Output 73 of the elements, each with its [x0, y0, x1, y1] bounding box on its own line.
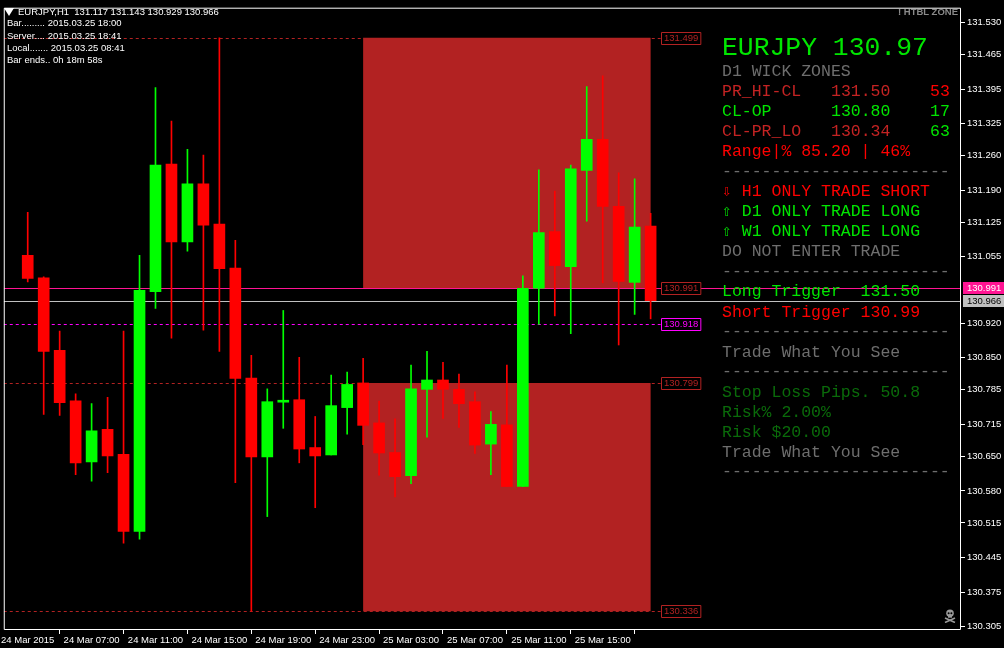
y-tick-label: 131.325: [967, 117, 1002, 129]
y-tick-label: 130.515: [967, 516, 1002, 528]
annotation: Risk% 2.00%: [722, 402, 831, 422]
annotation: Stop Loss Pips. 50.8: [722, 382, 921, 402]
y-tick-label: 130.375: [967, 585, 1002, 597]
x-tick-label: 24 Mar 23:00: [319, 634, 376, 646]
y-tick-label: 130.580: [967, 484, 1002, 496]
chart-title: EURJPY,H1 131.117 131.143 130.929 130.966: [18, 5, 219, 17]
annotation: 53: [930, 82, 950, 102]
annotation: D1 WICK ZONES: [722, 62, 851, 82]
annotation: 130.80: [831, 102, 891, 122]
y-tick-label: 131.395: [967, 82, 1002, 94]
annotation: ⇧ D1 ONLY TRADE LONG: [722, 202, 921, 222]
annotation: Trade What You See: [722, 342, 901, 362]
annotation: 130.991: [664, 282, 699, 294]
annotation: 130.34: [831, 122, 891, 142]
x-tick-label: 24 Mar 15:00: [191, 634, 248, 646]
ref-line-label: 130.991: [967, 282, 1002, 294]
x-tick-label: 24 Mar 11:00: [127, 634, 184, 646]
annotation: PR_HI-CL: [722, 82, 802, 102]
y-tick-label: 131.530: [967, 16, 1002, 28]
ref-line-label: 131.499: [664, 32, 699, 44]
y-tick-label: 131.055: [967, 250, 1002, 262]
candlestick: [277, 310, 290, 429]
y-tick-label: 130.305: [967, 620, 1002, 632]
y-tick-label: 131.190: [967, 183, 1002, 195]
ref-line-label: 130.799: [664, 377, 699, 389]
y-tick-label: 131.125: [967, 215, 1002, 227]
annotation: CL-OP: [722, 102, 772, 122]
y-tick-label: 130.850: [967, 351, 1002, 363]
annotation: -----------------------: [722, 462, 950, 482]
annotation: ⇩ H1 ONLY TRADE SHORT: [722, 182, 930, 202]
annotation: -----------------------: [722, 261, 950, 281]
y-tick-label: 130.920: [967, 316, 1002, 328]
annotation: Bar ends.. 0h 18m 58s: [7, 53, 103, 65]
x-tick-label: 24 Mar 2015: [1, 634, 55, 646]
x-tick-label: 25 Mar 15:00: [574, 634, 631, 646]
ref-line-label: 130.918: [664, 318, 699, 330]
ref-line-label: 130.966: [967, 295, 1002, 307]
annotation: Trade What You See: [722, 442, 901, 462]
y-tick-label: 130.785: [967, 383, 1002, 395]
annotation: 131.50: [831, 82, 891, 102]
ref-line-label: 130.336: [664, 605, 699, 617]
candlestick: [580, 86, 593, 222]
annotation: -----------------------: [722, 322, 950, 342]
annotation: Short Trigger 130.99: [722, 302, 921, 322]
y-tick-label: 130.445: [967, 551, 1002, 563]
y-tick-label: 131.465: [967, 48, 1002, 60]
annotation: Server.... 2015.03.25 18:41: [7, 29, 122, 41]
y-tick-label: 130.650: [967, 450, 1002, 462]
x-tick-label: 25 Mar 11:00: [511, 634, 567, 646]
y-tick-label: 130.715: [967, 418, 1002, 429]
y-tick-label: 131.260: [967, 149, 1002, 161]
annotation: Risk $20.00: [722, 422, 831, 442]
annotation: Range|% 85.20 | 46%: [722, 142, 911, 162]
annotation: -----------------------: [722, 161, 950, 181]
annotation: DO NOT ENTER TRADE: [722, 242, 901, 262]
x-tick-label: 25 Mar 07:00: [446, 634, 503, 646]
annotation: Bar......... 2015.03.25 18:00: [7, 17, 122, 29]
candlestick: [421, 351, 433, 438]
annotation: EURJPY 130.97: [722, 32, 928, 63]
candlestick: [437, 361, 449, 419]
annotation: 63: [930, 122, 950, 142]
annotation: ! HTBL ZONE: [898, 5, 958, 17]
candlestick: [309, 416, 322, 509]
x-tick-label: 24 Mar 07:00: [63, 634, 120, 646]
annotation: ⇧ W1 ONLY TRADE LONG: [722, 222, 921, 242]
x-tick-label: 25 Mar 03:00: [383, 634, 440, 646]
annotation: -----------------------: [722, 362, 950, 382]
x-tick-label: 24 Mar 19:00: [255, 634, 312, 646]
annotation: CL-PR_LO: [722, 122, 802, 142]
annotation: 17: [930, 102, 950, 122]
annotation: Local....... 2015.03.25 08:41: [7, 41, 125, 53]
